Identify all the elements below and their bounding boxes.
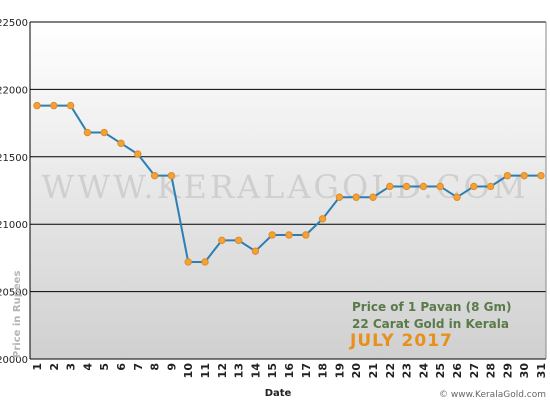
x-tick-label: 20 <box>350 363 363 379</box>
y-tick-label: 22500 <box>0 18 28 29</box>
x-tick-label: 14 <box>249 363 262 379</box>
data-point-2 <box>50 101 58 110</box>
x-tick-label: 11 <box>199 363 212 378</box>
x-tick-label: 3 <box>65 363 78 371</box>
y-tick-label: 21500 <box>0 153 28 164</box>
x-tick-label: 22 <box>384 363 397 378</box>
x-tick-label: 18 <box>317 363 330 378</box>
credit-text: © www.KeralaGold.com <box>439 390 546 400</box>
x-tick-label: 25 <box>434 363 447 378</box>
x-tick-label: 30 <box>518 363 531 379</box>
x-tick-label: 4 <box>81 363 94 371</box>
x-tick-label: 24 <box>417 363 430 379</box>
data-markers <box>33 101 545 266</box>
data-point-22 <box>386 182 394 191</box>
data-point-3 <box>66 101 75 110</box>
x-tick-label: 27 <box>468 363 481 378</box>
data-point-20 <box>352 193 360 201</box>
data-point-16 <box>285 231 293 239</box>
data-point-8 <box>150 171 159 180</box>
x-tick-label: 29 <box>501 363 514 378</box>
data-point-5 <box>100 128 108 137</box>
data-point-6 <box>117 139 125 148</box>
x-tick-label: 2 <box>48 363 61 371</box>
x-tick-label: 7 <box>132 363 145 371</box>
x-tick-label: 5 <box>98 363 111 371</box>
y-tick-label: 20500 <box>0 288 28 299</box>
x-tick-label: 6 <box>115 363 128 371</box>
data-point-7 <box>134 150 142 158</box>
annotation-line-3: JULY 2017 <box>349 331 453 351</box>
data-point-25 <box>436 182 444 191</box>
data-point-4 <box>83 128 92 137</box>
y-tick-labels: 20000 20500 21000 21500 22000 22500 <box>0 18 28 366</box>
x-tick-label: 19 <box>333 363 346 378</box>
x-tick-label: 13 <box>233 363 246 378</box>
data-point-30 <box>520 171 528 180</box>
x-tick-label: 12 <box>216 363 229 378</box>
data-point-9 <box>167 171 176 180</box>
x-tick-label: 21 <box>367 363 380 378</box>
data-point-10 <box>184 258 192 266</box>
data-point-12 <box>218 236 226 245</box>
y-tick-label: 20000 <box>0 355 28 366</box>
data-point-17 <box>302 231 310 239</box>
data-point-28 <box>486 182 495 191</box>
x-tick-label: 15 <box>266 363 279 378</box>
gridlines <box>29 21 547 360</box>
data-point-23 <box>402 182 411 191</box>
y-tick-label: 22000 <box>0 85 28 96</box>
annotation-line-2: 22 Carat Gold in Kerala <box>352 317 509 331</box>
x-tick-label: 16 <box>283 363 296 379</box>
x-tick-labels: 1 2 3 4 5 6 7 8 9 10 11 12 13 14 15 16 17 18 19 20 21 22 23 24 2… <box>31 363 548 379</box>
x-tick-label: 23 <box>401 363 414 378</box>
x-tick-label: 31 <box>535 363 548 378</box>
annotation-line-1: Price of 1 Pavan (8 Gm) <box>352 300 512 314</box>
x-tick-label: 8 <box>149 363 162 371</box>
x-tick-label: 9 <box>165 363 178 371</box>
x-tick-label: 1 <box>31 363 44 371</box>
data-point-21 <box>369 193 377 201</box>
data-point-31 <box>537 171 545 180</box>
data-point-11 <box>201 258 209 266</box>
y-tick-label: 21000 <box>0 220 28 231</box>
data-point-14 <box>251 247 260 255</box>
data-point-1 <box>33 101 41 110</box>
watermark: WWW.KERALAGOLD.COM <box>41 168 528 206</box>
data-point-19 <box>335 193 344 201</box>
data-point-27 <box>470 182 478 191</box>
x-tick-label: 26 <box>451 363 464 379</box>
data-point-24 <box>419 182 428 191</box>
x-axis-title: Date <box>265 388 292 399</box>
y-axis-title: Price in Rupees <box>12 271 23 358</box>
x-tick-label: 17 <box>300 363 313 378</box>
plot-background <box>30 22 546 359</box>
x-tick-label: 10 <box>182 363 195 379</box>
data-point-29 <box>503 171 512 180</box>
x-tick-label: 28 <box>485 363 498 378</box>
data-point-15 <box>268 231 276 239</box>
data-point-13 <box>234 236 243 245</box>
data-point-26 <box>453 193 461 201</box>
data-point-18 <box>318 215 327 223</box>
